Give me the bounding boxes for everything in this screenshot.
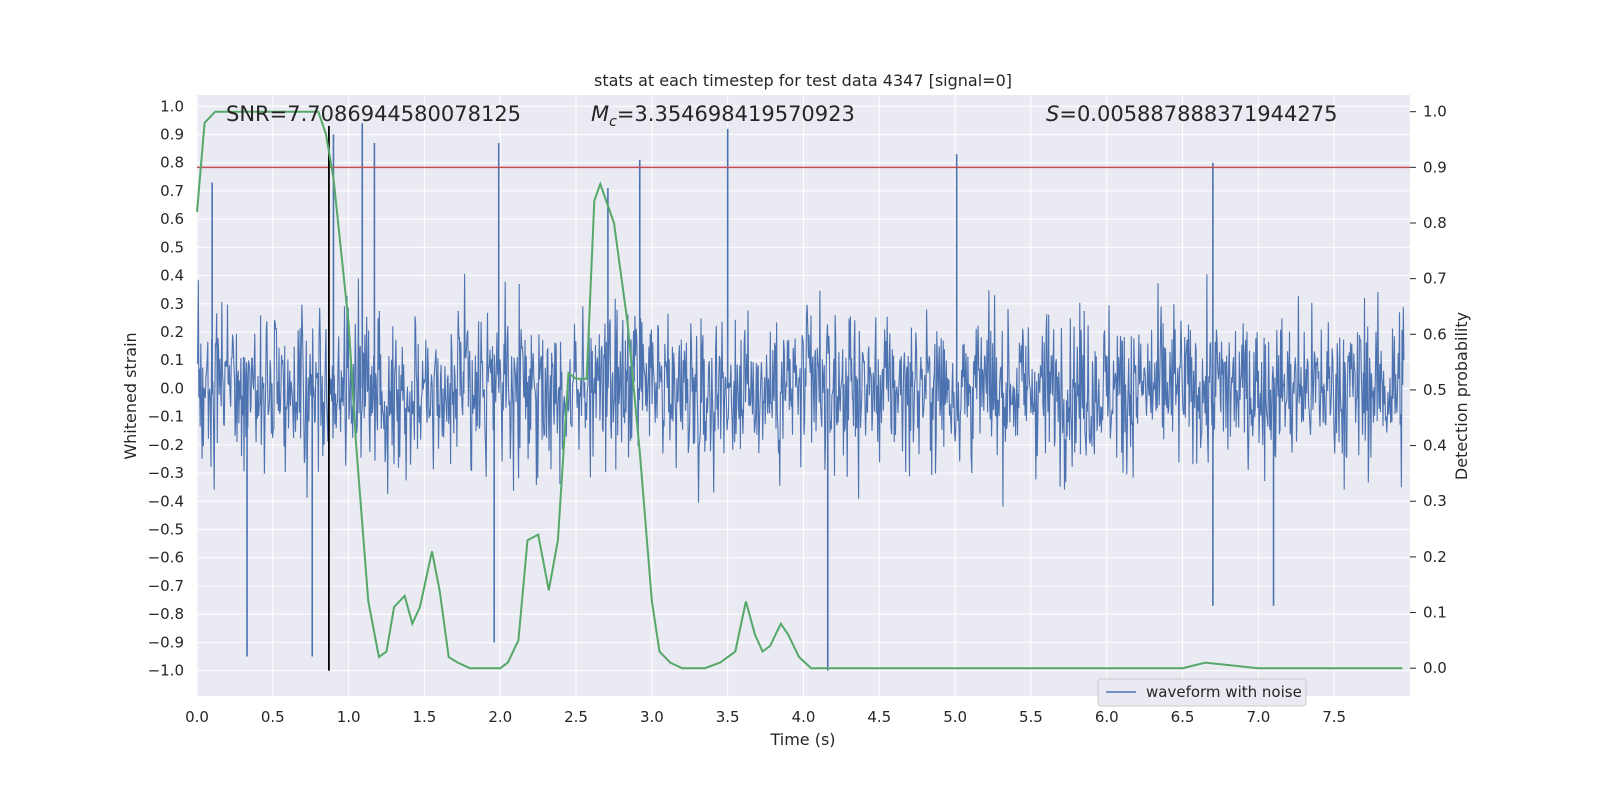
y-tick-label: 0.5 xyxy=(160,238,184,256)
x-tick-label: 6.0 xyxy=(1095,708,1119,726)
x-tick-label: 5.0 xyxy=(943,708,967,726)
chart-title: stats at each timestep for test data 434… xyxy=(594,71,1012,90)
y-right-tick-label: 0.3 xyxy=(1423,492,1447,510)
y-tick-label: 0.0 xyxy=(160,379,184,397)
legend-box xyxy=(1097,678,1307,707)
chirp-mass-annotation: Mc=3.354698419570923 xyxy=(591,102,855,130)
x-tick-label: 7.0 xyxy=(1246,708,1270,726)
y-tick-label: −0.6 xyxy=(148,549,184,567)
y-tick-label: −0.4 xyxy=(148,492,184,510)
x-tick-label: 1.0 xyxy=(337,708,361,726)
y-right-tick-label: 0.6 xyxy=(1423,325,1447,343)
chirp-mass-subscript: c xyxy=(609,114,617,130)
y-axis-label: Whitened strain xyxy=(121,332,140,459)
s-symbol: S xyxy=(1046,102,1059,126)
y-tick-label: 0.4 xyxy=(160,267,184,285)
y-tick-label: 1.0 xyxy=(160,97,184,115)
y-right-tick-label: 0.4 xyxy=(1423,437,1447,455)
y-axis-right-ticks: 1.0 0.9 0.8 0.7 0.6 0.5 0.4 0.3 0.2 0.1 0.0 xyxy=(1410,103,1447,677)
x-tick-label: 0.0 xyxy=(185,708,209,726)
y-axis-right-label: Detection probability xyxy=(1452,312,1471,480)
x-axis-label: Time (s) xyxy=(769,730,835,749)
x-tick-label: 0.5 xyxy=(261,708,285,726)
y-tick-label: 0.7 xyxy=(160,182,184,200)
y-tick-label: −0.3 xyxy=(148,464,184,482)
chirp-mass-symbol: M xyxy=(591,102,609,126)
x-tick-label: 3.5 xyxy=(716,708,740,726)
s-value: =0.005887888371944275 xyxy=(1059,102,1337,126)
y-right-tick-label: 0.0 xyxy=(1423,659,1447,677)
y-right-tick-label: 0.1 xyxy=(1423,604,1447,622)
y-tick-label: −0.2 xyxy=(148,436,184,454)
grid-lines xyxy=(196,95,1410,696)
y-tick-label: 0.3 xyxy=(160,295,184,313)
snr-annotation: SNR=7.7086944580078125 xyxy=(226,102,521,126)
y-right-tick-label: 0.7 xyxy=(1423,270,1447,288)
x-axis-ticks: 0.0 0.5 1.0 1.5 2.0 2.5 3.0 3.5 4.0 4.5 5.0 5.5 6.0 6… xyxy=(185,708,1346,726)
y-tick-label: 0.9 xyxy=(160,126,184,144)
x-tick-label: 6.5 xyxy=(1171,708,1195,726)
y-tick-label: −0.9 xyxy=(148,633,184,651)
chirp-mass-value: =3.354698419570923 xyxy=(617,102,855,126)
x-tick-label: 3.0 xyxy=(640,708,664,726)
y-right-tick-label: 0.2 xyxy=(1423,548,1447,566)
y-tick-label: −0.8 xyxy=(148,605,184,623)
x-tick-label: 2.5 xyxy=(564,708,588,726)
x-tick-label: 4.5 xyxy=(867,708,891,726)
x-tick-label: 4.0 xyxy=(792,708,816,726)
y-tick-label: 0.6 xyxy=(160,210,184,228)
y-tick-label: −0.5 xyxy=(148,521,184,539)
x-tick-label: 1.5 xyxy=(413,708,437,726)
x-tick-label: 2.0 xyxy=(488,708,512,726)
y-right-tick-label: 1.0 xyxy=(1423,103,1447,121)
y-right-tick-label: 0.9 xyxy=(1423,158,1447,176)
legend: waveform with noise xyxy=(1097,678,1307,707)
x-tick-label: 5.5 xyxy=(1019,708,1043,726)
legend-label-waveform: waveform with noise xyxy=(1146,683,1302,701)
x-tick-label: 7.5 xyxy=(1322,708,1346,726)
detection-probability-line xyxy=(196,110,1403,670)
s-annotation: S=0.005887888371944275 xyxy=(1046,102,1337,126)
y-right-tick-label: 0.8 xyxy=(1423,214,1447,232)
y-tick-label: 0.2 xyxy=(160,323,184,341)
waveform-line xyxy=(196,273,1405,507)
y-tick-label: −0.7 xyxy=(148,577,184,595)
y-tick-label: −0.1 xyxy=(148,408,184,426)
y-right-tick-label: 0.5 xyxy=(1423,381,1447,399)
y-tick-label: 0.8 xyxy=(160,154,184,172)
overlay-lines xyxy=(196,110,1410,671)
y-tick-label: −1.0 xyxy=(148,662,184,680)
y-tick-label: 0.1 xyxy=(160,351,184,369)
y-axis-ticks: 1.0 0.9 0.8 0.7 0.6 0.5 0.4 0.3 0.2 0.1 0.0 −0.1 −0.… xyxy=(148,97,184,679)
